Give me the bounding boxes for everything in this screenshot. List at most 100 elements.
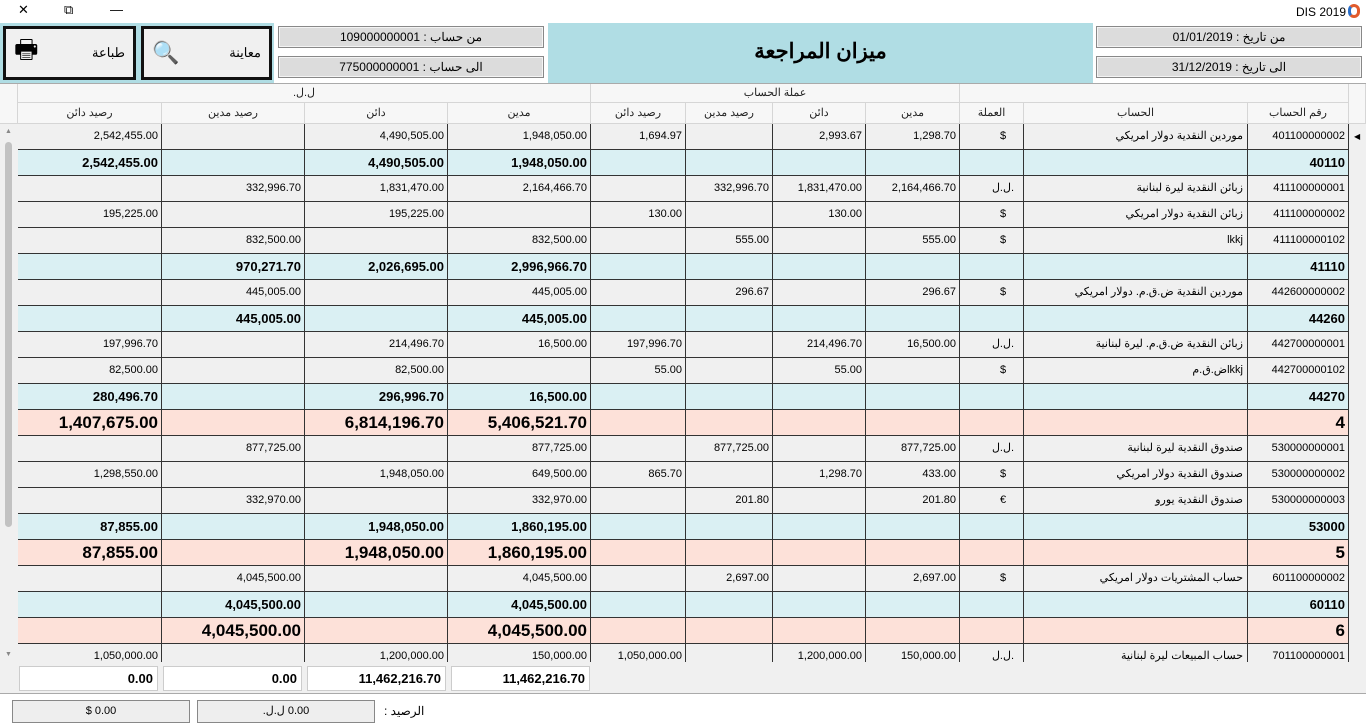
cell-balance-credit[interactable] <box>18 566 162 592</box>
cell-balance-credit[interactable] <box>18 280 162 306</box>
cell-acc-balance-credit[interactable] <box>591 566 686 592</box>
print-button[interactable]: طباعة 🖶 <box>3 26 136 80</box>
cell-acc-balance-credit[interactable]: 1,050,000.00 <box>591 644 686 662</box>
cell-debit[interactable]: 150,000.00 <box>448 644 591 662</box>
cell-currency[interactable] <box>960 150 1024 176</box>
cell-acc-balance-credit[interactable] <box>591 228 686 254</box>
table-row[interactable]: 530000000003 صندوق النقدية يورو €201.80 201… <box>18 488 1349 514</box>
cell-acc-balance-debit[interactable]: 877,725.00 <box>686 436 773 462</box>
vertical-scrollbar[interactable]: ▲ ▼ <box>0 124 18 662</box>
cell-acc-balance-credit[interactable] <box>591 618 686 644</box>
cell-balance-credit[interactable] <box>18 618 162 644</box>
cell-account-number[interactable]: 530000000001 <box>1248 436 1349 462</box>
cell-balance-credit[interactable]: 2,542,455.00 <box>18 150 162 176</box>
cell-balance-debit[interactable] <box>162 644 305 662</box>
table-row[interactable]: 411100000001 زبائن النقدية ليرة لبنانية ل.… <box>18 176 1349 202</box>
cell-debit[interactable]: 1,948,050.00 <box>448 124 591 150</box>
cell-acc-debit[interactable] <box>866 254 960 280</box>
preview-button[interactable]: معاينة 🔍 <box>141 26 272 80</box>
subtotal-row[interactable]: 53000 1,860,195.00 1,948,050.00 87,855.00 <box>18 514 1349 540</box>
column-header-account-number[interactable]: رقم الحساب <box>1248 103 1349 124</box>
column-header-credit[interactable]: دائن <box>305 103 448 124</box>
cell-acc-balance-debit[interactable] <box>686 462 773 488</box>
cell-debit[interactable]: 2,996,966.70 <box>448 254 591 280</box>
cell-account-name[interactable] <box>1024 150 1248 176</box>
cell-currency[interactable]: $ <box>960 462 1024 488</box>
cell-balance-debit[interactable]: 832,500.00 <box>162 228 305 254</box>
cell-acc-credit[interactable]: 1,831,470.00 <box>773 176 866 202</box>
cell-credit[interactable]: 195,225.00 <box>305 202 448 228</box>
cell-currency[interactable]: $ <box>960 202 1024 228</box>
cell-credit[interactable]: 6,814,196.70 <box>305 410 448 436</box>
cell-acc-balance-debit[interactable] <box>686 514 773 540</box>
cell-balance-credit[interactable]: 1,298,550.00 <box>18 462 162 488</box>
cell-account-name[interactable]: صندوق النقدية ليرة لبنانية <box>1024 436 1248 462</box>
cell-acc-debit[interactable] <box>866 306 960 332</box>
column-header-acc-balance-credit[interactable]: رصيد دائن <box>591 103 686 124</box>
cell-acc-debit[interactable] <box>866 384 960 410</box>
cell-acc-credit[interactable] <box>773 592 866 618</box>
cell-acc-credit[interactable]: 55.00 <box>773 358 866 384</box>
cell-account-name[interactable]: موردين النقدية ض.ق.م. دولار امريكي <box>1024 280 1248 306</box>
cell-account-number[interactable]: 442700000102 <box>1248 358 1349 384</box>
cell-acc-debit[interactable] <box>866 202 960 228</box>
cell-balance-debit[interactable]: 970,271.70 <box>162 254 305 280</box>
cell-account-number[interactable]: 6 <box>1248 618 1349 644</box>
cell-credit[interactable] <box>305 228 448 254</box>
cell-credit[interactable] <box>305 280 448 306</box>
column-header-acc-debit[interactable]: مدين <box>866 103 960 124</box>
cell-account-name[interactable] <box>1024 384 1248 410</box>
cell-acc-debit[interactable]: 296.67 <box>866 280 960 306</box>
cell-account-number[interactable]: 530000000002 <box>1248 462 1349 488</box>
cell-credit[interactable]: 1,200,000.00 <box>305 644 448 662</box>
cell-balance-debit[interactable] <box>162 540 305 566</box>
cell-currency[interactable]: € <box>960 488 1024 514</box>
cell-account-name[interactable]: زبائن النقدية دولار امريكي <box>1024 202 1248 228</box>
cell-currency[interactable] <box>960 384 1024 410</box>
cell-account-name[interactable] <box>1024 254 1248 280</box>
cell-acc-debit[interactable] <box>866 514 960 540</box>
column-header-account-name[interactable]: الحساب <box>1024 103 1248 124</box>
cell-balance-debit[interactable]: 4,045,500.00 <box>162 566 305 592</box>
cell-account-number[interactable]: 411100000002 <box>1248 202 1349 228</box>
cell-balance-credit[interactable]: 87,855.00 <box>18 540 162 566</box>
cell-balance-credit[interactable] <box>18 176 162 202</box>
restore-button[interactable]: ⧉ <box>64 2 74 17</box>
cell-account-name[interactable]: حساب المبيعات ليرة لبنانية <box>1024 644 1248 662</box>
cell-acc-debit[interactable] <box>866 540 960 566</box>
table-row[interactable]: 701100000001 حساب المبيعات ليرة لبنانية ل.… <box>18 644 1349 662</box>
table-row[interactable]: 442700000102 lkkjض.ق.م $55.00 55.00 82,500.0… <box>18 358 1349 384</box>
cell-debit[interactable]: 16,500.00 <box>448 332 591 358</box>
cell-acc-debit[interactable]: 16,500.00 <box>866 332 960 358</box>
cell-acc-credit[interactable] <box>773 280 866 306</box>
cell-acc-balance-credit[interactable] <box>591 592 686 618</box>
cell-currency[interactable]: $ <box>960 228 1024 254</box>
cell-acc-credit[interactable] <box>773 384 866 410</box>
cell-debit[interactable]: 2,164,466.70 <box>448 176 591 202</box>
cell-balance-debit[interactable]: 332,996.70 <box>162 176 305 202</box>
cell-debit[interactable]: 4,045,500.00 <box>448 618 591 644</box>
cell-acc-debit[interactable] <box>866 592 960 618</box>
cell-balance-credit[interactable] <box>18 254 162 280</box>
cell-currency[interactable] <box>960 410 1024 436</box>
cell-acc-debit[interactable] <box>866 358 960 384</box>
cell-currency[interactable]: ل.ل. <box>960 176 1024 202</box>
cell-balance-debit[interactable] <box>162 202 305 228</box>
cell-acc-balance-debit[interactable]: 555.00 <box>686 228 773 254</box>
cell-acc-balance-debit[interactable] <box>686 254 773 280</box>
cell-acc-balance-credit[interactable] <box>591 384 686 410</box>
cell-credit[interactable]: 82,500.00 <box>305 358 448 384</box>
cell-balance-credit[interactable]: 87,855.00 <box>18 514 162 540</box>
cell-currency[interactable]: $ <box>960 358 1024 384</box>
cell-acc-balance-debit[interactable] <box>686 358 773 384</box>
cell-currency[interactable]: $ <box>960 124 1024 150</box>
cell-acc-credit[interactable] <box>773 540 866 566</box>
cell-account-name[interactable] <box>1024 618 1248 644</box>
cell-account-number[interactable]: 40110 <box>1248 150 1349 176</box>
table-row[interactable]: 411100000102 lkkj $555.00 555.00 832,500.00 8… <box>18 228 1349 254</box>
cell-account-name[interactable]: lkkj <box>1024 228 1248 254</box>
cell-acc-credit[interactable] <box>773 228 866 254</box>
cell-credit[interactable]: 1,948,050.00 <box>305 540 448 566</box>
subtotal-row[interactable]: 40110 1,948,050.00 4,490,505.00 2,542,455.0… <box>18 150 1349 176</box>
cell-balance-credit[interactable] <box>18 436 162 462</box>
